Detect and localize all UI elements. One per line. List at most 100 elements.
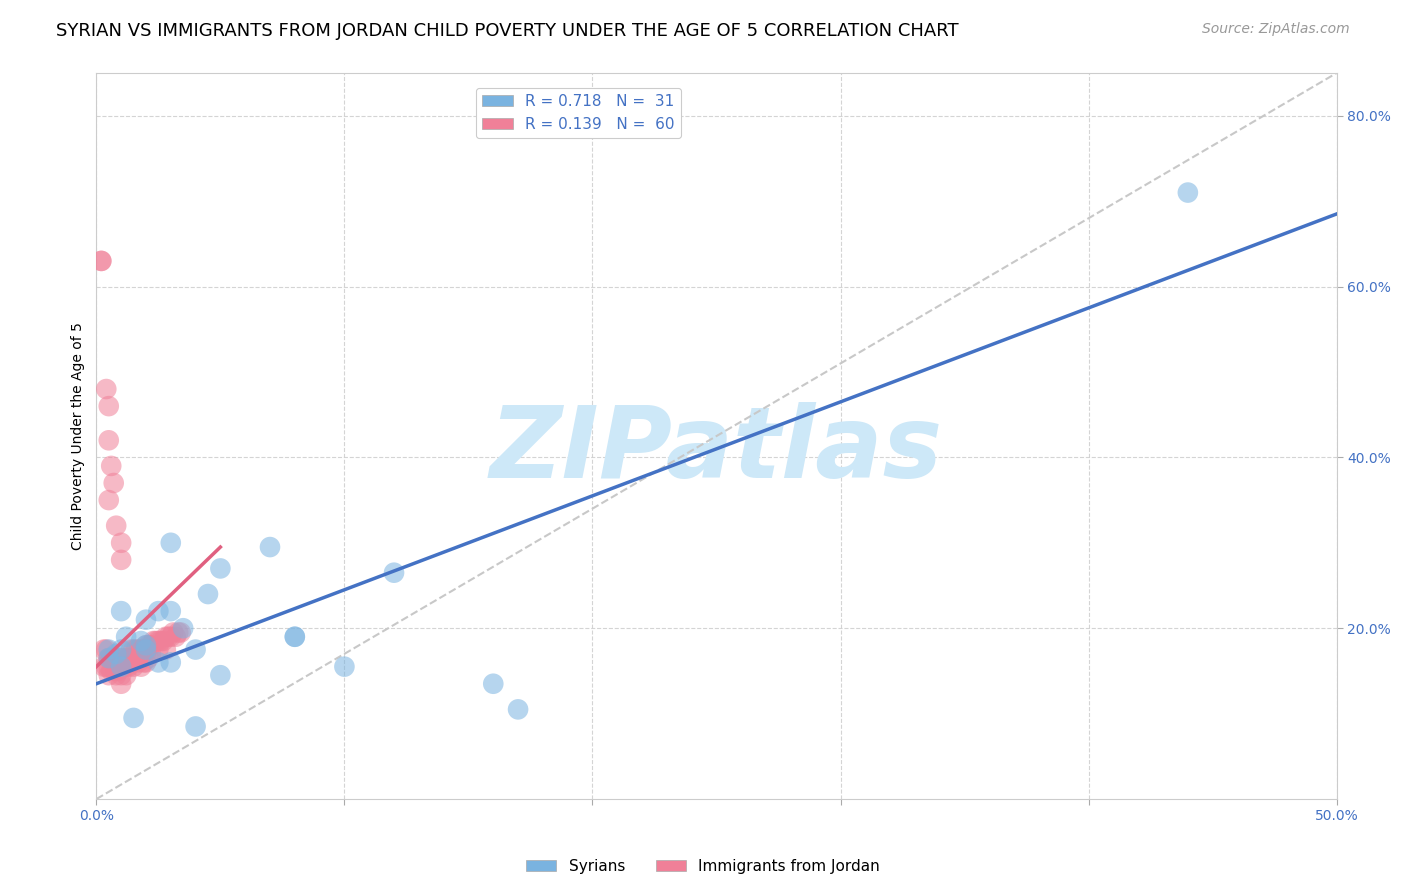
- Point: [148, 604, 170, 618]
- Point: [110, 604, 132, 618]
- Point: [110, 659, 132, 673]
- Point: [97, 651, 120, 665]
- Point: [103, 651, 125, 665]
- Y-axis label: Child Poverty Under the Age of 5: Child Poverty Under the Age of 5: [72, 322, 86, 550]
- Point: [110, 677, 132, 691]
- Point: [129, 659, 152, 673]
- Point: [145, 634, 167, 648]
- Point: [105, 518, 128, 533]
- Point: [132, 656, 155, 670]
- Point: [107, 651, 129, 665]
- Legend: R = 0.718   N =  31, R = 0.139   N =  60: R = 0.718 N = 31, R = 0.139 N = 60: [477, 88, 681, 137]
- Point: [110, 668, 132, 682]
- Point: [107, 664, 129, 678]
- Point: [96, 659, 118, 673]
- Point: [159, 656, 181, 670]
- Point: [152, 634, 174, 648]
- Point: [209, 561, 232, 575]
- Point: [159, 630, 181, 644]
- Point: [162, 625, 184, 640]
- Point: [100, 458, 122, 473]
- Point: [97, 399, 120, 413]
- Point: [284, 630, 307, 644]
- Point: [333, 659, 356, 673]
- Point: [139, 647, 162, 661]
- Point: [128, 656, 150, 670]
- Point: [148, 634, 170, 648]
- Point: [138, 638, 160, 652]
- Point: [96, 382, 118, 396]
- Point: [110, 642, 132, 657]
- Point: [115, 630, 138, 644]
- Point: [135, 656, 157, 670]
- Point: [90, 253, 112, 268]
- Point: [159, 536, 181, 550]
- Point: [105, 656, 128, 670]
- Point: [122, 642, 145, 657]
- Point: [149, 634, 172, 648]
- Point: [125, 642, 148, 657]
- Point: [148, 642, 170, 657]
- Point: [165, 630, 187, 644]
- Point: [197, 587, 219, 601]
- Point: [482, 677, 505, 691]
- Point: [138, 651, 160, 665]
- Point: [93, 642, 115, 657]
- Point: [97, 668, 120, 682]
- Point: [155, 630, 177, 644]
- Point: [167, 625, 190, 640]
- Point: [105, 647, 128, 661]
- Point: [122, 651, 145, 665]
- Text: SYRIAN VS IMMIGRANTS FROM JORDAN CHILD POVERTY UNDER THE AGE OF 5 CORRELATION CH: SYRIAN VS IMMIGRANTS FROM JORDAN CHILD P…: [56, 22, 959, 40]
- Point: [105, 668, 128, 682]
- Point: [157, 630, 180, 644]
- Point: [110, 651, 132, 665]
- Point: [100, 664, 122, 678]
- Point: [172, 621, 194, 635]
- Point: [93, 659, 115, 673]
- Text: ZIPatlas: ZIPatlas: [489, 402, 943, 499]
- Point: [122, 659, 145, 673]
- Point: [117, 651, 139, 665]
- Point: [120, 656, 142, 670]
- Point: [132, 642, 155, 657]
- Point: [142, 634, 165, 648]
- Point: [117, 659, 139, 673]
- Point: [506, 702, 529, 716]
- Point: [135, 613, 157, 627]
- Point: [96, 642, 118, 657]
- Point: [129, 634, 152, 648]
- Point: [1177, 186, 1199, 200]
- Point: [97, 434, 120, 448]
- Point: [184, 642, 207, 657]
- Point: [129, 642, 152, 657]
- Point: [110, 553, 132, 567]
- Point: [97, 659, 120, 673]
- Point: [382, 566, 405, 580]
- Point: [139, 638, 162, 652]
- Point: [170, 625, 193, 640]
- Point: [129, 651, 152, 665]
- Point: [159, 604, 181, 618]
- Point: [209, 668, 232, 682]
- Text: Source: ZipAtlas.com: Source: ZipAtlas.com: [1202, 22, 1350, 37]
- Point: [259, 540, 281, 554]
- Point: [135, 638, 157, 652]
- Point: [90, 253, 112, 268]
- Point: [105, 664, 128, 678]
- Point: [184, 719, 207, 733]
- Point: [128, 642, 150, 657]
- Point: [115, 659, 138, 673]
- Point: [97, 651, 120, 665]
- Point: [115, 668, 138, 682]
- Point: [135, 647, 157, 661]
- Legend: Syrians, Immigrants from Jordan: Syrians, Immigrants from Jordan: [520, 853, 886, 880]
- Point: [103, 475, 125, 490]
- Point: [115, 651, 138, 665]
- Point: [135, 642, 157, 657]
- Point: [120, 642, 142, 657]
- Point: [135, 638, 157, 652]
- Point: [110, 536, 132, 550]
- Point: [155, 642, 177, 657]
- Point: [284, 630, 307, 644]
